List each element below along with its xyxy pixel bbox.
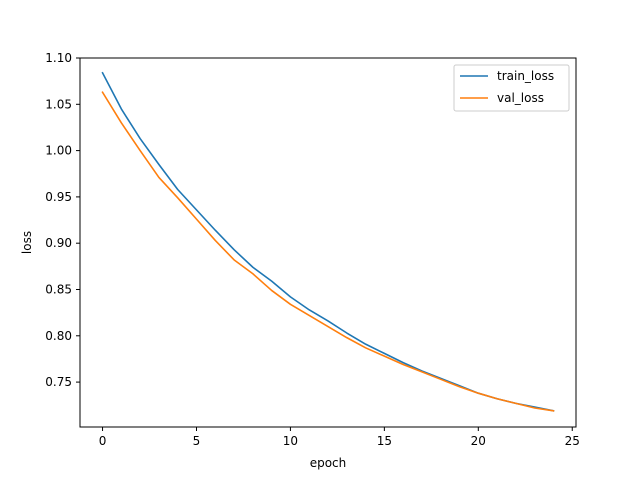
x-tick-label: 5 [193, 434, 201, 448]
plot-frame [79, 57, 577, 428]
y-tick-label: 1.00 [45, 144, 72, 158]
x-tick-label: 20 [471, 434, 486, 448]
legend-label-train-loss: train_loss [497, 69, 554, 83]
legend-label-val-loss: val_loss [497, 91, 544, 105]
y-tick-label: 1.05 [45, 97, 72, 111]
x-axis-ticks: 0 5 10 15 20 25 [99, 427, 580, 448]
y-tick-label: 0.85 [45, 282, 72, 296]
y-tick-label: 0.80 [45, 329, 72, 343]
y-tick-label: 0.75 [45, 375, 72, 389]
y-axis-label: loss [20, 231, 34, 254]
y-axis-ticks: 0.75 0.80 0.85 0.90 0.95 1.00 1.05 1.10 [45, 51, 80, 389]
y-tick-label: 0.90 [45, 236, 72, 250]
plot-area: 0 5 10 15 20 25 0.75 0.80 0.85 0.90 0.95 1.00 1.05 1… [45, 51, 580, 448]
x-tick-label: 10 [283, 434, 298, 448]
series-line-val-loss [101, 91, 555, 412]
series-line-train-loss [101, 71, 555, 412]
x-axis-label: epoch [310, 456, 347, 470]
x-tick-label: 15 [377, 434, 392, 448]
x-tick-label: 0 [99, 434, 107, 448]
series-layer [101, 71, 555, 412]
y-tick-label: 1.10 [45, 51, 72, 65]
x-tick-label: 25 [565, 434, 580, 448]
legend: train_loss val_loss [453, 64, 570, 112]
y-tick-label: 0.95 [45, 190, 72, 204]
